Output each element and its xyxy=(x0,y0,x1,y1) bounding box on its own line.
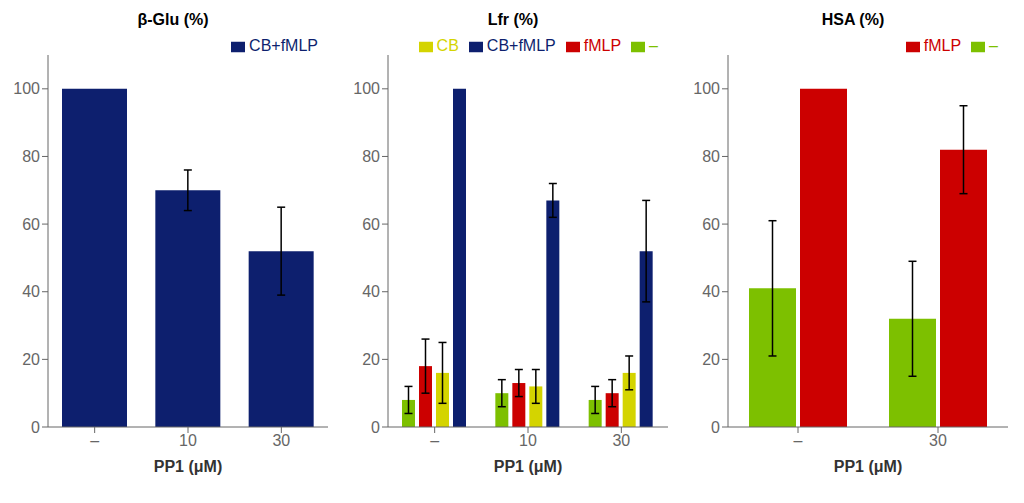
html-text:fMLP: fMLP xyxy=(583,37,622,54)
svg-text:20: 20 xyxy=(702,351,720,368)
html-text:HSA (%): HSA (%) xyxy=(821,11,885,28)
html-text:β-Glu (%): β-Glu (%) xyxy=(137,11,209,28)
html-text:Lfr (%): Lfr (%) xyxy=(487,11,539,28)
svg-text:20: 20 xyxy=(22,351,40,368)
svg-text:40: 40 xyxy=(362,283,380,300)
html-text:CB: CB xyxy=(436,37,459,54)
svg-text:100: 100 xyxy=(693,80,720,97)
svg-text:100: 100 xyxy=(13,80,40,97)
svg-text:0: 0 xyxy=(31,419,40,436)
svg-text:20: 20 xyxy=(362,351,380,368)
svg-text:60: 60 xyxy=(22,216,40,233)
svg-text:0: 0 xyxy=(371,419,380,436)
svg-text:–: – xyxy=(794,432,803,449)
svg-text:100: 100 xyxy=(353,80,380,97)
svg-text:30: 30 xyxy=(272,432,290,449)
svg-text:80: 80 xyxy=(362,148,380,165)
svg-text:0: 0 xyxy=(711,419,720,436)
svg-text:10: 10 xyxy=(519,432,537,449)
svg-text:60: 60 xyxy=(702,216,720,233)
svg-text:80: 80 xyxy=(702,148,720,165)
svg-text:30: 30 xyxy=(612,432,630,449)
svg-text:60: 60 xyxy=(362,216,380,233)
svg-text:–: – xyxy=(90,432,99,449)
svg-text:PP1 (μM): PP1 (μM) xyxy=(494,458,562,475)
svg-text:40: 40 xyxy=(702,283,720,300)
svg-text:30: 30 xyxy=(929,432,947,449)
svg-text:10: 10 xyxy=(179,432,197,449)
html-text:fMLP: fMLP xyxy=(923,37,962,54)
svg-text:–: – xyxy=(430,432,439,449)
svg-text:PP1 (μM): PP1 (μM) xyxy=(154,458,222,475)
html-text:CB+fMLP: CB+fMLP xyxy=(249,37,318,54)
svg-text:PP1 (μM): PP1 (μM) xyxy=(834,458,902,475)
svg-text:40: 40 xyxy=(22,283,40,300)
html-text:CB+fMLP: CB+fMLP xyxy=(486,37,556,54)
svg-text:80: 80 xyxy=(22,148,40,165)
